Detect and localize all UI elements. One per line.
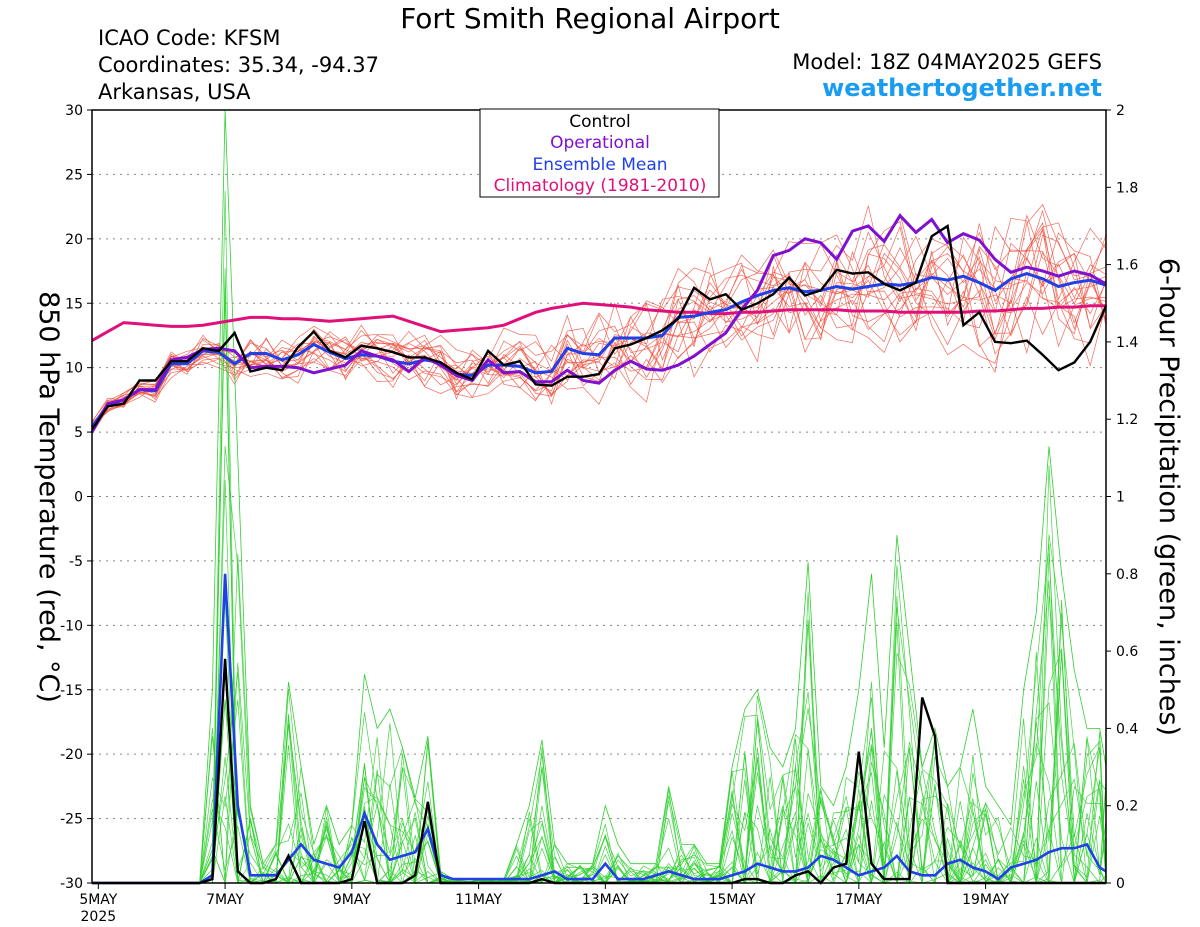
y2-tick-label: 0.2 <box>1116 799 1138 815</box>
precip-member-line <box>92 465 1107 884</box>
temp-member-line <box>91 212 1107 423</box>
x-tick-label: 17MAY <box>835 892 882 908</box>
temp-control-line <box>91 223 1108 431</box>
y-tick-label: -15 <box>60 683 83 699</box>
temp-member-line <box>91 227 1107 426</box>
y-tick-label: 25 <box>65 167 83 183</box>
y2-tick-label: 1.2 <box>1116 412 1138 428</box>
precip-member-line <box>92 190 1107 884</box>
precip-member-line <box>92 543 1107 885</box>
y2-tick-label: 1.4 <box>1116 335 1138 351</box>
y-tick-label: 15 <box>65 296 83 312</box>
y2-tick-label: 0.4 <box>1116 721 1138 737</box>
chart-title: Fort Smith Regional Airport <box>400 2 780 35</box>
y-tick-label: -5 <box>69 554 83 570</box>
operational-line <box>90 213 1107 433</box>
y2-tick-label: 2 <box>1116 103 1125 119</box>
temp-member-line <box>91 218 1107 431</box>
x-tick-label: 5MAY <box>79 892 117 908</box>
model-run: Model: 18Z 04MAY2025 GEFS <box>792 50 1102 74</box>
y2-tick-label: 0 <box>1116 876 1125 892</box>
temp-member-line <box>91 221 1107 428</box>
precip-member-line <box>92 553 1107 884</box>
grid-lines <box>92 173 1106 820</box>
climatology-line <box>91 301 1106 342</box>
y-tick-label: 0 <box>74 490 83 506</box>
precip-member-max-line <box>92 109 1107 884</box>
precip-member-line <box>92 534 1107 885</box>
axes: 302520151050-5-10-15-20-25-3021.81.61.41… <box>60 103 1138 925</box>
x-tick-label: 9MAY <box>333 892 371 908</box>
legend: Control Operational Ensemble Mean Climat… <box>479 108 720 198</box>
legend-ensemble-mean: Ensemble Mean <box>532 155 667 175</box>
temp-member-line <box>91 253 1107 422</box>
precip-member-line <box>92 445 1107 884</box>
temp-member-line <box>91 246 1107 427</box>
precip-mean-line <box>92 573 1107 885</box>
y-tick-label: 30 <box>65 103 83 119</box>
y-tick-label: 10 <box>65 361 83 377</box>
y-tick-label: -10 <box>60 618 83 634</box>
x-tick-label: 11MAY <box>455 892 502 908</box>
y-tick-label: -20 <box>60 747 83 763</box>
icao-code: ICAO Code: KFSM <box>98 26 281 50</box>
temp-member-line <box>91 246 1107 423</box>
temp-member-line <box>91 222 1107 427</box>
x-tick-label: 19MAY <box>962 892 1009 908</box>
x-tick-label: 13MAY <box>582 892 629 908</box>
y2-tick-label: 1 <box>1116 490 1125 506</box>
x-tick-label: 15MAY <box>709 892 756 908</box>
legend-climatology: Climatology (1981-2010) <box>494 176 707 196</box>
site-link[interactable]: weathertogether.net <box>822 74 1102 102</box>
temp-member-line <box>91 214 1107 425</box>
y2-tick-label: 0.6 <box>1116 644 1138 660</box>
region-label: Arkansas, USA <box>98 80 251 104</box>
y2-tick-label: 1.6 <box>1116 258 1138 274</box>
y-axis-label: 850 hPa Temperature (red, °C) <box>33 291 64 703</box>
temp-member-line <box>91 232 1107 435</box>
coordinates: Coordinates: 35.34, -94.37 <box>98 53 379 77</box>
y-tick-label: 5 <box>74 425 83 441</box>
x-tick-label: 7MAY <box>206 892 244 908</box>
y2-tick-label: 0.8 <box>1116 567 1138 583</box>
legend-operational: Operational <box>550 133 650 153</box>
plot-area <box>90 109 1108 885</box>
y-tick-label: 20 <box>65 232 83 248</box>
temp-mean-line <box>90 272 1107 428</box>
x-tick-sublabel: 2025 <box>81 909 117 925</box>
y-tick-label: -25 <box>60 812 83 828</box>
y-tick-label: -30 <box>60 876 83 892</box>
legend-box <box>479 108 720 198</box>
y2-axis-label: 6-hour Precipitation (green, inches) <box>1153 258 1184 736</box>
legend-control: Control <box>569 112 630 132</box>
y2-tick-label: 1.8 <box>1116 180 1138 196</box>
